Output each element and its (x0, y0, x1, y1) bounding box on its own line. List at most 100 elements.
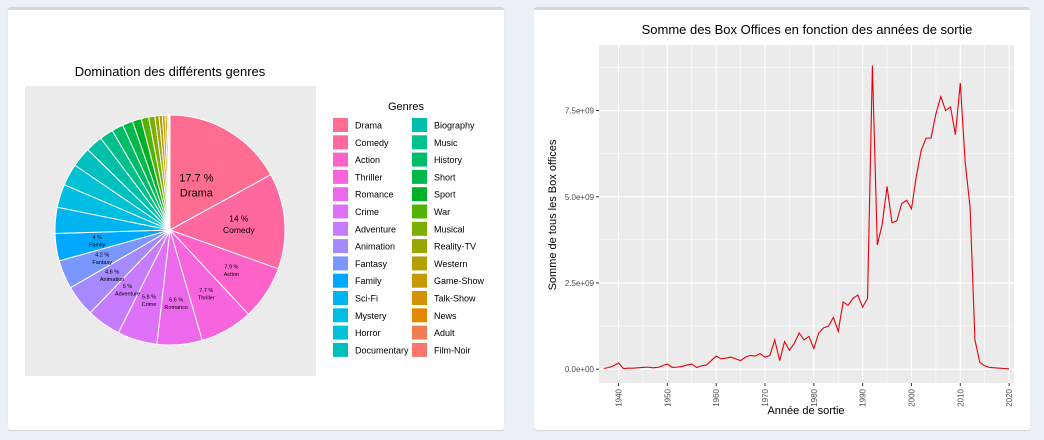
pie-pct-label-drama: 17.7 % (179, 173, 213, 185)
legend-key-family (333, 273, 348, 288)
legend-key-talk-show (412, 291, 427, 305)
pie-pct-label-thriller: 7.7 % (199, 288, 213, 294)
legend-label-music: Music (434, 138, 458, 148)
legend-label-adult: Adult (434, 328, 455, 338)
legend-label-game-show: Game-Show (434, 276, 485, 286)
legend-key-biography (412, 118, 427, 132)
legend-key-adult (412, 325, 427, 340)
legend-key-game-show (412, 273, 427, 288)
legend-key-war (412, 204, 427, 219)
legend-label-documentary: Documentary (355, 345, 409, 355)
legend-label-family: Family (355, 276, 382, 286)
legend-label-war: War (434, 207, 450, 217)
x-axis-title: Année de sortie (767, 405, 844, 417)
x-tick-label-1990: 1990 (859, 388, 868, 406)
legend-label-drama: Drama (355, 121, 382, 131)
legend-label-fantasy: Fantasy (355, 259, 388, 269)
line-plot-background (599, 45, 1014, 383)
legend-label-western: Western (434, 259, 467, 269)
pie-genre-label-adventure: Adventure (115, 292, 140, 298)
legend-label-crime: Crime (355, 207, 379, 217)
legend-key-sport (412, 187, 427, 202)
pie-genre-label-action: Action (224, 272, 239, 278)
legend-label-mystery: Mystery (355, 311, 387, 321)
legend-label-reality-tv: Reality-TV (434, 242, 476, 252)
legend-key-short (412, 169, 427, 184)
legend-label-sport: Sport (434, 190, 456, 200)
pie-pct-label-comedy: 14 % (229, 214, 249, 224)
pie-genre-label-fantasy: Fantasy (92, 260, 112, 266)
y-tick-label: 0.0e+00 (565, 365, 595, 374)
x-tick-label-1950: 1950 (663, 388, 672, 406)
legend-key-action (333, 152, 348, 167)
legend-label-horror: Horror (355, 328, 381, 338)
pie-pct-label-action: 7.9 % (224, 265, 238, 271)
pie-chart-title: Domination des différents genres (75, 64, 266, 79)
legend-key-animation (333, 239, 348, 254)
genre-pie-panel: Domination des différents genres 17.7 % D… (8, 7, 504, 430)
x-tick-label-1960: 1960 (712, 388, 721, 406)
pie-pct-label-crime: 5.8 % (142, 295, 156, 301)
x-tick-label-1940: 1940 (615, 388, 624, 406)
box-office-line-chart: Somme des Box Offices en fonction des an… (547, 22, 1014, 417)
box-office-line-panel: Somme des Box Offices en fonction des an… (534, 7, 1030, 430)
pie-genre-label-drama: Drama (180, 188, 214, 200)
y-tick-label: 2.5e+09 (565, 279, 595, 288)
y-tick-label: 5.0e+09 (565, 193, 595, 202)
genre-pie-chart: Domination des différents genres 17.7 % D… (25, 64, 485, 376)
x-tick-label-2000: 2000 (908, 388, 917, 406)
pie-slice-comedy (168, 174, 286, 270)
legend-label-thriller: Thriller (355, 172, 383, 182)
legend-label-animation: Animation (355, 242, 395, 252)
legend-key-musical (412, 221, 427, 236)
legend-key-film-noir (412, 342, 427, 357)
pie-slice-drama (169, 114, 272, 231)
legend-key-thriller (333, 169, 348, 184)
y-axis-title: Somme de tous les Box offices (547, 139, 559, 290)
box-office-series-line (603, 65, 1010, 370)
pie-genre-label-animation: Animation (100, 277, 124, 283)
legend-label-history: History (434, 155, 463, 165)
pie-genre-label-family: Family (89, 243, 105, 249)
legend-label-musical: Musical (434, 224, 465, 234)
legend-key-western (412, 256, 427, 271)
legend-key-history (412, 152, 427, 167)
legend-label-talk-show: Talk-Show (434, 294, 476, 304)
legend-label-comedy: Comedy (355, 138, 389, 148)
x-tick-label-2010: 2010 (956, 388, 965, 406)
pie-genre-label-crime: Crime (142, 302, 157, 308)
legend-key-crime (333, 204, 348, 219)
pie-slice-film-noir (168, 114, 171, 231)
legend-key-music (412, 135, 427, 150)
line-chart-title: Somme des Box Offices en fonction des an… (642, 22, 973, 37)
x-tick-label-1970: 1970 (761, 388, 770, 406)
legend-title: Genres (388, 101, 425, 113)
legend-key-horror (333, 325, 348, 340)
legend-key-comedy (333, 135, 348, 150)
pie-pct-label-romance: 6.6 % (169, 297, 183, 303)
pie-genre-label-comedy: Comedy (223, 225, 255, 235)
legend-label-short: Short (434, 172, 456, 182)
legend-key-romance (333, 187, 348, 202)
legend-key-news (412, 308, 427, 323)
legend-key-mystery (333, 308, 348, 323)
legend-label-adventure: Adventure (355, 224, 396, 234)
legend-key-reality-tv (412, 239, 427, 254)
legend-label-action: Action (355, 155, 380, 165)
legend-key-fantasy (333, 256, 348, 271)
y-tick-label: 7.5e+09 (565, 107, 595, 116)
pie-pct-label-fantasy: 4.2 % (95, 253, 109, 259)
pie-genre-label-thriller: Thriller (198, 296, 215, 302)
legend-label-biography: Biography (434, 121, 475, 131)
pie-pct-label-adventure: 5 % (123, 284, 133, 290)
x-tick-label-2020: 2020 (1005, 388, 1014, 406)
legend-label-sci-fi: Sci-Fi (355, 294, 378, 304)
legend-key-drama (333, 118, 348, 132)
legend-key-sci-fi (333, 291, 348, 305)
x-tick-label-1980: 1980 (810, 388, 819, 406)
legend-key-documentary (333, 342, 348, 357)
legend-label-romance: Romance (355, 190, 394, 200)
pie-pct-label-family: 4 % (92, 235, 102, 241)
legend-key-adventure (333, 221, 348, 236)
legend-label-film-noir: Film-Noir (434, 345, 471, 355)
